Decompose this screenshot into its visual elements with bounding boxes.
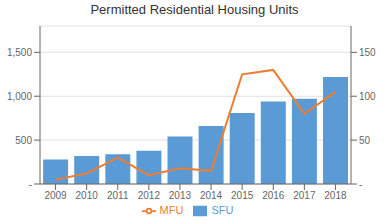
svg-text:100: 100	[359, 91, 376, 102]
html-text:Permitted Residential Housing: Permitted Residential Housing Units	[90, 2, 299, 17]
svg-text:50: 50	[359, 135, 371, 146]
svg-text:1,000: 1,000	[8, 91, 32, 102]
svg-text:1,500: 1,500	[8, 47, 32, 58]
html-text:SFU: SFU	[211, 204, 234, 216]
svg-text:500: 500	[15, 135, 32, 146]
svg-text:2013: 2013	[169, 190, 192, 201]
svg-text:2011: 2011	[107, 190, 129, 201]
svg-text:2012: 2012	[138, 190, 161, 201]
svg-text:2014: 2014	[200, 190, 223, 201]
svg-text:2009: 2009	[44, 190, 67, 201]
svg-text:2017: 2017	[293, 190, 316, 201]
svg-text:-: -	[29, 179, 32, 190]
svg-text:-: -	[359, 179, 362, 190]
svg-text:2010: 2010	[76, 190, 99, 201]
svg-text:2015: 2015	[231, 190, 254, 201]
svg-text:150: 150	[359, 47, 376, 58]
html-text:MFU: MFU	[159, 204, 184, 216]
svg-text:2016: 2016	[262, 190, 285, 201]
svg-text:2018: 2018	[324, 190, 347, 201]
